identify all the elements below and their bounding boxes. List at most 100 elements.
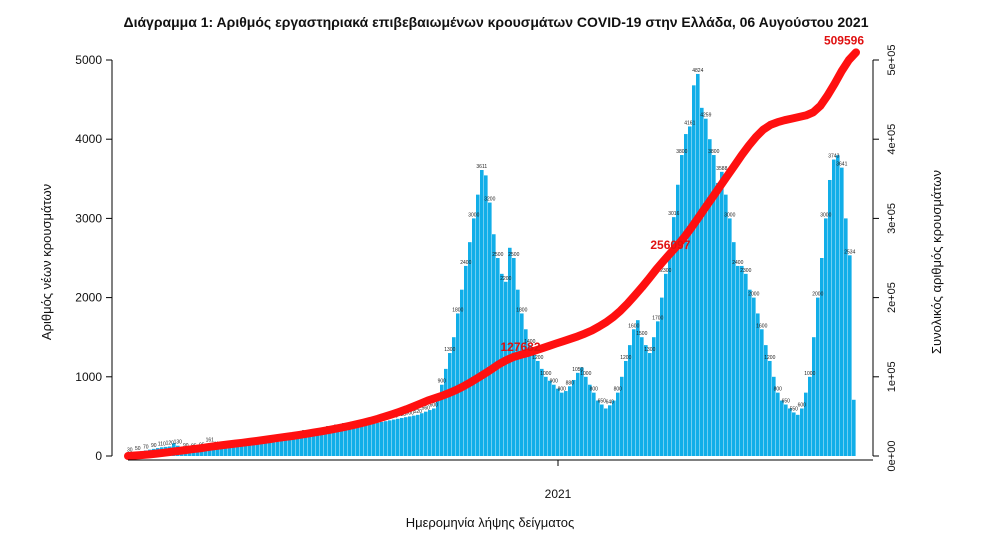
bar [524, 329, 528, 456]
bar-value-label: 2500 [492, 252, 503, 258]
bar [420, 413, 424, 456]
cumulative-line [124, 48, 860, 460]
bar [764, 345, 768, 456]
bar [732, 242, 736, 456]
bar-value-label: 1300 [644, 347, 655, 353]
bar-value-label: 900 [438, 379, 447, 385]
bar [352, 427, 356, 456]
bar-value-label: 2400 [732, 260, 743, 266]
bar [684, 134, 688, 457]
bar-value-label: 800 [614, 387, 623, 393]
y2-tick-label: 4e+05 [886, 124, 898, 155]
bar [480, 170, 484, 456]
bar-value-label: 1200 [764, 355, 775, 361]
bar [432, 408, 436, 456]
bar [824, 218, 828, 456]
bar-value-label: 520 [414, 409, 423, 415]
bar [788, 408, 792, 456]
bar [600, 404, 604, 456]
bar [820, 258, 824, 456]
bar [344, 429, 348, 456]
bar-value-label: 1600 [628, 323, 639, 329]
bar [388, 420, 392, 456]
y-tick-label: 3000 [75, 211, 102, 225]
bar [680, 155, 684, 457]
bar-value-label: 1000 [540, 371, 551, 377]
bar-value-label: 1400 [524, 339, 535, 345]
bar-value-label: 3588 [716, 166, 727, 172]
y2-tick-label: 1e+05 [886, 361, 898, 392]
bar [284, 440, 288, 456]
bar [712, 155, 716, 457]
bar-value-label: 3800 [708, 149, 719, 155]
bar [260, 443, 264, 456]
bar-value-label: 2400 [460, 260, 471, 266]
bar [676, 184, 680, 457]
bar [360, 425, 364, 456]
bar-value-label: 3000 [468, 212, 479, 218]
bar [536, 360, 540, 456]
bar [392, 419, 396, 456]
bar [688, 126, 692, 456]
bar [408, 416, 412, 456]
bar [644, 345, 648, 456]
bar [560, 392, 564, 456]
y-axis-label: Αριθμός νέων κρουσμάτων [39, 184, 54, 340]
bar [332, 431, 336, 456]
bar [384, 421, 388, 456]
bar [276, 441, 280, 456]
bar [416, 414, 420, 456]
bar [308, 435, 312, 456]
bar [816, 297, 820, 456]
bar [632, 329, 636, 456]
bar [328, 432, 332, 456]
bar-value-label: 4824 [692, 68, 703, 74]
bar [640, 337, 644, 456]
x-tick-label: 2021 [545, 487, 572, 501]
bar-value-label: 1700 [652, 315, 663, 321]
y-tick-label: 4000 [75, 132, 102, 146]
y-tick-label: 2000 [75, 291, 102, 305]
bar-value-label: 600 [430, 402, 439, 408]
cumulative-value-label: 127682 [500, 340, 540, 354]
bar-value-label: 900 [550, 379, 559, 385]
y2-tick-label: 2e+05 [886, 282, 898, 313]
bar-value-label: 50 [135, 446, 141, 452]
bar [444, 368, 448, 456]
bar [372, 423, 376, 456]
bar [672, 217, 676, 456]
cumulative-value-label: 256097 [650, 238, 690, 252]
bar [760, 329, 764, 456]
bars-layer [128, 73, 856, 457]
bar [708, 139, 712, 456]
bar-value-label: 2300 [660, 268, 671, 274]
bar-value-label: 650 [598, 399, 607, 405]
bar [720, 171, 724, 456]
bar [304, 436, 308, 456]
bar [380, 421, 384, 456]
bar [452, 337, 456, 456]
axes-layer: 2021 0 1000 2000 3000 4000 5000 0e+00 1e+05 2e+05… [75, 45, 898, 501]
bar [436, 400, 440, 456]
bar [520, 313, 524, 456]
bar-value-label: 161 [206, 437, 215, 443]
bar-value-label: 3200 [484, 197, 495, 203]
bar [336, 430, 340, 456]
bar-value-label: 1800 [452, 307, 463, 313]
bar-value-label: 640 [606, 399, 615, 405]
bar [744, 273, 748, 456]
bar-value-label: 800 [558, 387, 567, 393]
y-tick-label: 1000 [75, 370, 102, 384]
bar-value-label: 3611 [476, 164, 487, 170]
bar [556, 388, 560, 456]
bar [564, 391, 568, 456]
bar-value-label: 650 [782, 399, 791, 405]
bar [504, 281, 508, 456]
bar-value-label: 30 [127, 448, 133, 454]
bar [796, 414, 800, 456]
bar [204, 448, 208, 456]
bar [540, 368, 544, 456]
bar [256, 444, 260, 456]
bar [752, 297, 756, 456]
bar-value-label: 2300 [740, 268, 751, 274]
